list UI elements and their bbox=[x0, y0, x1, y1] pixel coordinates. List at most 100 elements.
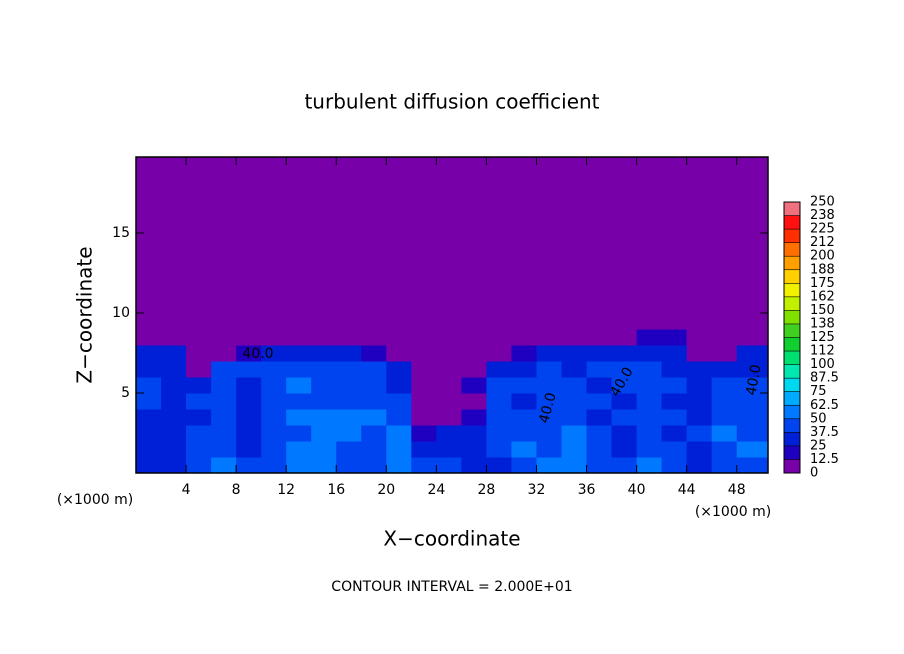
heat-cell bbox=[461, 425, 487, 442]
heat-cell bbox=[611, 361, 638, 378]
heat-cell bbox=[561, 329, 588, 346]
heat-cell bbox=[261, 393, 287, 410]
heat-cell bbox=[336, 361, 362, 378]
heat-cell bbox=[336, 345, 362, 362]
heat-cell bbox=[561, 377, 588, 394]
heat-cell bbox=[636, 377, 663, 394]
heat-cell bbox=[711, 393, 738, 410]
colorbar-swatch bbox=[784, 378, 800, 392]
heat-cell bbox=[586, 393, 613, 410]
heat-cell bbox=[561, 409, 588, 426]
heat-cell bbox=[511, 361, 537, 378]
x-tick-label: 40 bbox=[628, 482, 646, 498]
heat-cell bbox=[511, 425, 537, 442]
heat-cell bbox=[611, 409, 638, 426]
heat-cell bbox=[736, 329, 769, 346]
colorbar-swatch bbox=[784, 391, 800, 406]
heat-cell bbox=[136, 393, 162, 410]
x-tick-label: 20 bbox=[377, 482, 395, 498]
colorbar-label: 250 bbox=[810, 195, 835, 210]
heat-cell bbox=[236, 329, 262, 346]
heat-cell bbox=[386, 361, 412, 378]
heat-cell bbox=[636, 425, 663, 442]
heat-cell bbox=[236, 425, 262, 442]
heat-cell bbox=[736, 361, 769, 378]
heat-cell bbox=[536, 377, 563, 394]
heat-cell bbox=[361, 361, 387, 378]
heat-cell bbox=[311, 329, 337, 346]
heat-cell bbox=[211, 393, 237, 410]
heat-cell bbox=[436, 457, 462, 474]
heat-cell bbox=[161, 409, 187, 426]
heat-cell bbox=[336, 377, 362, 394]
heat-cell bbox=[336, 393, 362, 410]
heat-cell bbox=[311, 457, 337, 474]
colorbar-swatch bbox=[784, 202, 800, 216]
heat-cell bbox=[286, 393, 312, 410]
heat-cell bbox=[436, 329, 462, 346]
heat-cell bbox=[611, 441, 638, 458]
heat-cell bbox=[611, 393, 638, 410]
heat-cell bbox=[186, 157, 212, 330]
heat-cell bbox=[486, 409, 512, 426]
heat-cell bbox=[636, 157, 663, 330]
heat-cell bbox=[636, 345, 663, 362]
x-tick-label: 12 bbox=[277, 482, 295, 498]
heat-cell bbox=[661, 377, 688, 394]
colorbar-swatch bbox=[784, 351, 800, 365]
heat-cell bbox=[286, 157, 312, 330]
heat-cell bbox=[736, 441, 769, 458]
heat-cell bbox=[211, 409, 237, 426]
y-tick-label: 10 bbox=[112, 305, 130, 321]
heat-cell bbox=[286, 457, 312, 474]
heat-cell bbox=[711, 425, 738, 442]
heat-cell bbox=[561, 425, 588, 442]
colorbar-swatch bbox=[784, 432, 800, 446]
heat-cell bbox=[261, 361, 287, 378]
heat-cell bbox=[661, 345, 688, 362]
heat-cell bbox=[511, 377, 537, 394]
y-tick-label: 5 bbox=[121, 385, 130, 401]
heat-cell bbox=[386, 157, 412, 330]
heat-cell bbox=[561, 393, 588, 410]
colorbar-swatch bbox=[784, 405, 800, 419]
heat-cell bbox=[236, 409, 262, 426]
heat-cell bbox=[411, 361, 437, 378]
heat-cell bbox=[561, 457, 588, 474]
heat-cell bbox=[586, 457, 613, 474]
colorbar-swatch bbox=[784, 283, 800, 297]
chart-title: turbulent diffusion coefficient bbox=[304, 90, 599, 114]
heat-cell bbox=[336, 157, 362, 330]
heat-cell bbox=[461, 393, 487, 410]
heat-cell bbox=[436, 345, 462, 362]
heat-cell bbox=[311, 377, 337, 394]
heat-cell bbox=[636, 393, 663, 410]
colorbar-label: 188 bbox=[810, 262, 835, 277]
colorbar-label: 62.5 bbox=[810, 398, 839, 413]
heat-cell bbox=[586, 441, 613, 458]
colorbar-swatch bbox=[784, 229, 800, 243]
heat-cell bbox=[211, 425, 237, 442]
colorbar-swatch bbox=[784, 269, 800, 284]
heat-cell bbox=[461, 377, 487, 394]
heat-cell bbox=[186, 345, 212, 362]
colorbar-label: 25 bbox=[810, 438, 827, 453]
heat-cell bbox=[486, 441, 512, 458]
heat-cell bbox=[661, 329, 688, 346]
heat-cell bbox=[186, 457, 212, 474]
heat-cell bbox=[261, 409, 287, 426]
heat-cell bbox=[686, 345, 713, 362]
heat-cell bbox=[286, 329, 312, 346]
x-axis-title: X−coordinate bbox=[383, 527, 520, 551]
heat-cell bbox=[661, 409, 688, 426]
heat-cell bbox=[261, 457, 287, 474]
heat-cell bbox=[711, 409, 738, 426]
heat-cell bbox=[361, 441, 387, 458]
heat-cell bbox=[511, 393, 537, 410]
heat-cell bbox=[161, 329, 187, 346]
heat-cell bbox=[736, 345, 769, 362]
overlay: 40.0 40.0 40.0 40.0 012.52537.55062.5758… bbox=[242, 195, 839, 481]
heat-cell bbox=[411, 441, 437, 458]
